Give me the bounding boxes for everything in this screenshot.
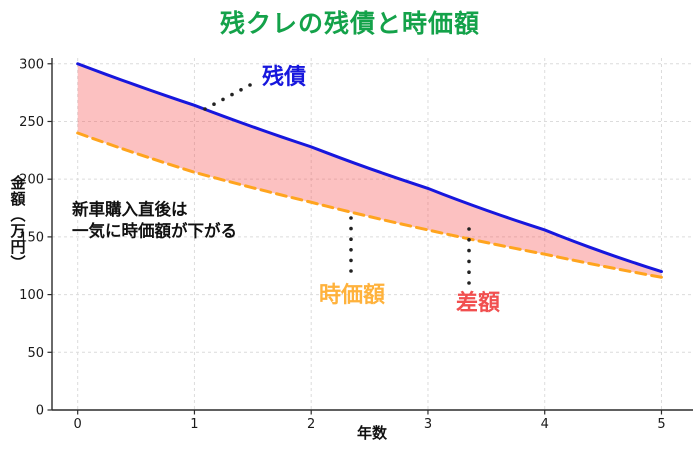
annotation-zansai-label: 残債 — [262, 64, 306, 90]
y-tick-label: 200 — [19, 173, 44, 188]
zansai-leader-dot — [212, 102, 216, 106]
chart-title: 残クレの残債と時価額 — [219, 9, 480, 38]
x-tick-label: 1 — [190, 417, 198, 432]
x-tick-label: 4 — [541, 417, 549, 432]
zansai-leader-dot — [221, 97, 225, 102]
sagaku-leader-dot — [467, 238, 471, 242]
x-axis-label: 年数 — [356, 424, 387, 442]
x-tick-label: 3 — [424, 417, 432, 432]
zansai-leader-dot — [230, 92, 234, 97]
market-value-line — [76, 131, 663, 279]
zansai-leader-dot — [248, 83, 252, 87]
jikagaku-leader-dot — [349, 258, 353, 263]
y-axis-label: 金額（万円） — [8, 175, 27, 271]
jikagaku-leader-dot — [349, 237, 353, 241]
sagaku-leader-dot — [467, 227, 471, 231]
annotation-jikagaku-label: 時価額 — [319, 282, 385, 308]
x-tick-label: 0 — [74, 417, 82, 432]
zansai-leader-dot — [203, 107, 207, 111]
sagaku-leader-dot — [467, 281, 471, 285]
jikagaku-leader-dot — [349, 269, 353, 273]
y-tick-label: 250 — [19, 115, 44, 130]
annotation-note: 一気に時価額が下がる — [72, 221, 237, 241]
y-tick-label: 0 — [36, 404, 44, 419]
jikagaku-leader-dot — [349, 248, 353, 252]
zansai-leader-dot — [239, 88, 243, 92]
y-tick-label: 100 — [19, 288, 44, 303]
x-tick-label: 5 — [657, 417, 665, 432]
y-tick-label: 150 — [19, 230, 44, 245]
jikagaku-leader-dot — [349, 216, 353, 220]
debt-line — [76, 62, 663, 274]
x-tick-label: 2 — [307, 417, 315, 432]
y-tick-label: 50 — [27, 346, 44, 361]
sagaku-leader-dot — [467, 248, 471, 253]
y-tick-label: 300 — [19, 57, 44, 72]
annotation-note: 新車購入直後は — [72, 199, 188, 219]
sagaku-leader-dot — [467, 270, 471, 275]
sagaku-leader-dot — [467, 259, 471, 264]
annotation-sagaku-label: 差額 — [456, 290, 500, 316]
jikagaku-leader-dot — [349, 226, 353, 231]
